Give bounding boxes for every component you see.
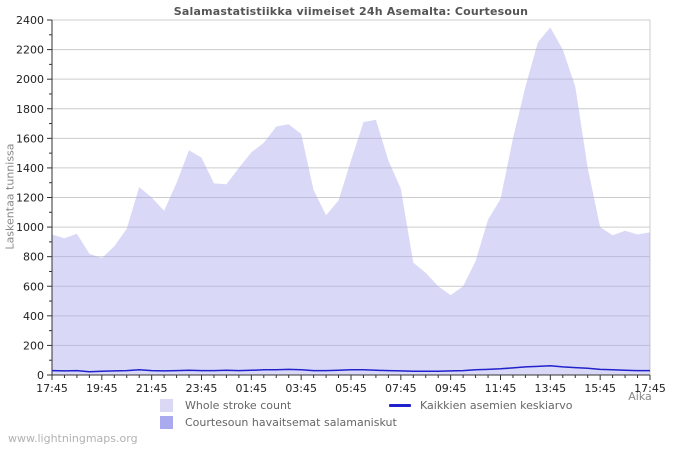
y-tick-label: 1000 (16, 221, 44, 234)
y-tick-labels: 0 200 400 600 800 1000 1200 1400 1600 1800 2000 220… (16, 14, 44, 382)
y-tick-label: 2200 (16, 44, 44, 57)
x-tick-label: 21:45 (136, 382, 168, 395)
x-tick-label: 17:45 (36, 382, 68, 395)
watermark-link: www.lightningmaps.org (8, 432, 138, 445)
legend-swatch-courtesoun-strikes (160, 416, 173, 429)
x-tick-label: 05:45 (335, 382, 367, 395)
y-tick-label: 1200 (16, 192, 44, 205)
legend-label-courtesoun-strikes: Courtesoun havaitsemat salamaniskut (185, 416, 397, 429)
y-tick-label: 600 (23, 280, 44, 293)
y-tick-label: 1800 (16, 103, 44, 116)
y-tick-label: 2000 (16, 73, 44, 86)
y-tick-label: 1400 (16, 162, 44, 175)
x-tick-label: 13:45 (534, 382, 566, 395)
x-tick-label: 19:45 (86, 382, 118, 395)
x-tick-label: 09:45 (435, 382, 467, 395)
legend-label-stations-average: Kaikkien asemien keskiarvo (420, 399, 573, 412)
legend-swatch-whole-stroke-count (160, 399, 173, 412)
y-tick-label: 0 (37, 369, 44, 382)
gridlines (52, 19, 651, 375)
x-tick-label: 03:45 (285, 382, 317, 395)
legend-label-whole-stroke-count: Whole stroke count (185, 399, 292, 412)
x-tick-label: 15:45 (584, 382, 616, 395)
x-tick-label: 17:45 (634, 382, 666, 395)
line-series-2 (51, 365, 650, 373)
x-tick-label: 23:45 (186, 382, 218, 395)
x-tick-label: 01:45 (235, 382, 267, 395)
x-tick-label: 11:45 (485, 382, 517, 395)
area-series-0 (52, 27, 650, 376)
x-tick-labels: 17:45 19:45 21:45 23:45 01:45 03:45 05:45 07:45… (36, 382, 666, 395)
y-tick-label: 2400 (16, 14, 44, 27)
legend-line-swatch-stations-average (389, 404, 411, 407)
chart-title: Salamastatistiikka viimeiset 24h Asemalt… (173, 5, 529, 18)
y-tick-label: 400 (23, 310, 44, 323)
y-axis-title: Laskentaa tunnissa (3, 143, 17, 250)
x-tick-label: 07:45 (385, 382, 417, 395)
y-tick-label: 1600 (16, 132, 44, 145)
axes (47, 19, 651, 380)
y-tick-label: 800 (23, 251, 44, 264)
x-axis-title: Aika (628, 390, 652, 403)
y-tick-label: 200 (23, 339, 44, 352)
